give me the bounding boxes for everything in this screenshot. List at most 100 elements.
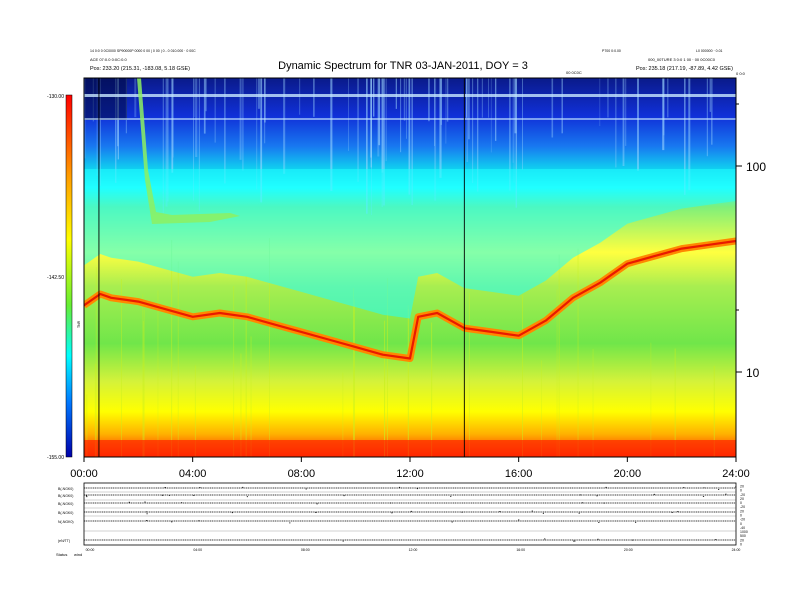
subpanel-right-tick: 20: [740, 509, 744, 513]
emission-ridge-core: [84, 239, 736, 360]
streak-lower: [143, 309, 145, 457]
streak-lower: [407, 305, 409, 457]
subpanel-dot: [164, 487, 166, 488]
streak-upper: [313, 78, 315, 117]
streak-lower: [240, 353, 242, 457]
streak-lower: [354, 299, 355, 457]
streak-upper: [260, 78, 263, 203]
header-right-line-4: Pos: 235.18 (217.19, -87.89, 4.42 GSE): [636, 66, 733, 72]
header-left-line-3: Pos: 233.20 (215.31, -183.08, 5.18 GSE): [90, 66, 190, 72]
subpanel-dot: [416, 488, 418, 490]
subpanel-dot: [85, 495, 88, 497]
streak-upper: [408, 78, 411, 195]
streak-upper: [477, 78, 479, 192]
subpanel-dot: [391, 512, 393, 514]
streak-upper: [522, 78, 523, 170]
subpanel-dot: [305, 488, 307, 490]
streak-lower: [541, 360, 542, 457]
streak-upper: [607, 78, 609, 118]
subpanel-right-tick: 20: [740, 497, 744, 501]
subpanel-dot: [631, 539, 634, 541]
subpanel-dot: [603, 502, 605, 504]
subpanel-right-tick: 0: [740, 514, 742, 518]
streak-upper: [481, 78, 483, 118]
bright-band-2: [84, 118, 736, 120]
streak-upper: [434, 78, 437, 201]
streak-upper: [509, 78, 511, 191]
subpanel-dot: [231, 512, 233, 514]
subpanel-dot: [597, 538, 599, 540]
streak-upper: [406, 78, 407, 139]
subpanel-dot: [461, 511, 463, 513]
streak-upper: [382, 78, 385, 206]
streak-upper: [667, 78, 669, 118]
streak-lower: [431, 322, 433, 457]
streak-lower: [387, 278, 388, 457]
subpanel-right-tick: -20: [740, 505, 745, 509]
streak-upper: [411, 78, 413, 206]
streak-upper: [378, 78, 381, 146]
xtick-label: 12:00: [396, 468, 424, 480]
subpanel-dot: [578, 512, 580, 514]
subpanel-xtick-label: 20:00: [624, 548, 633, 552]
streak-lower: [674, 348, 676, 457]
streak-upper: [512, 78, 514, 163]
xtick-label: 04:00: [179, 468, 207, 480]
streak-lower: [142, 294, 144, 457]
streak-lower: [342, 372, 344, 457]
subpanel-dot: [199, 487, 201, 488]
subpanel-xtick-label: 04:00: [193, 548, 202, 552]
subpanel-dot: [598, 522, 600, 523]
subpanel-right-tick: 0: [740, 489, 742, 493]
ytick-label-100: 100: [746, 160, 766, 174]
streak-upper: [495, 78, 497, 141]
subpanel-dot: [718, 489, 720, 490]
spectrogram-area: [84, 78, 736, 457]
streak-upper: [366, 78, 368, 214]
streak-upper: [434, 78, 435, 146]
status-tag: wind: [74, 552, 82, 557]
streak-upper: [256, 78, 258, 190]
header-right-small: 0 0:0: [736, 71, 746, 76]
streak-lower: [408, 308, 409, 457]
streak-lower: [250, 336, 252, 457]
chart-title: Dynamic Spectrum for TNR 03-JAN-2011, DO…: [278, 60, 528, 72]
streak-upper: [330, 78, 333, 191]
streak-upper: [371, 78, 372, 215]
subpanel-dot: [596, 495, 598, 497]
subpanel-dot: [653, 493, 655, 495]
subpanel-dot: [145, 511, 147, 513]
subpanel-dot: [246, 496, 248, 498]
subpanel-dot: [128, 501, 130, 503]
streak-lower: [269, 238, 270, 457]
subpanel-dot: [146, 513, 148, 515]
streak-lower: [384, 376, 386, 457]
streak-lower: [592, 348, 594, 457]
subpanel-label: B(-NGK0): [58, 511, 73, 515]
streak-lower: [121, 279, 122, 457]
streak-lower: [713, 365, 715, 457]
streak-lower: [558, 254, 560, 457]
subpanel-dot: [450, 495, 452, 497]
subpanel-dot: [162, 494, 164, 496]
subpanel-dot: [581, 502, 584, 504]
subpanel-xtick-label: 12:00: [409, 548, 418, 552]
status-label: Status: [56, 552, 67, 557]
streak-lower: [157, 290, 159, 457]
streak-lower: [245, 276, 247, 457]
streak-upper: [446, 78, 449, 122]
subpanel-dot: [573, 540, 575, 542]
subpanel-label: B(-NGK0): [58, 494, 73, 498]
streak-upper: [488, 78, 489, 118]
streak-upper: [465, 78, 468, 118]
subpanel-xtick-label: 24:00: [732, 548, 741, 552]
cyan-band: [84, 168, 736, 319]
streak-upper: [403, 78, 406, 121]
subpanel-dot: [343, 495, 345, 497]
subpanel-xtick-label: 00:00: [86, 548, 95, 552]
streak-upper: [96, 78, 98, 176]
vertical-markers: [98, 78, 465, 457]
streak-upper: [203, 78, 206, 134]
subpanel-dot: [579, 494, 581, 496]
colorbar: [65, 94, 73, 458]
